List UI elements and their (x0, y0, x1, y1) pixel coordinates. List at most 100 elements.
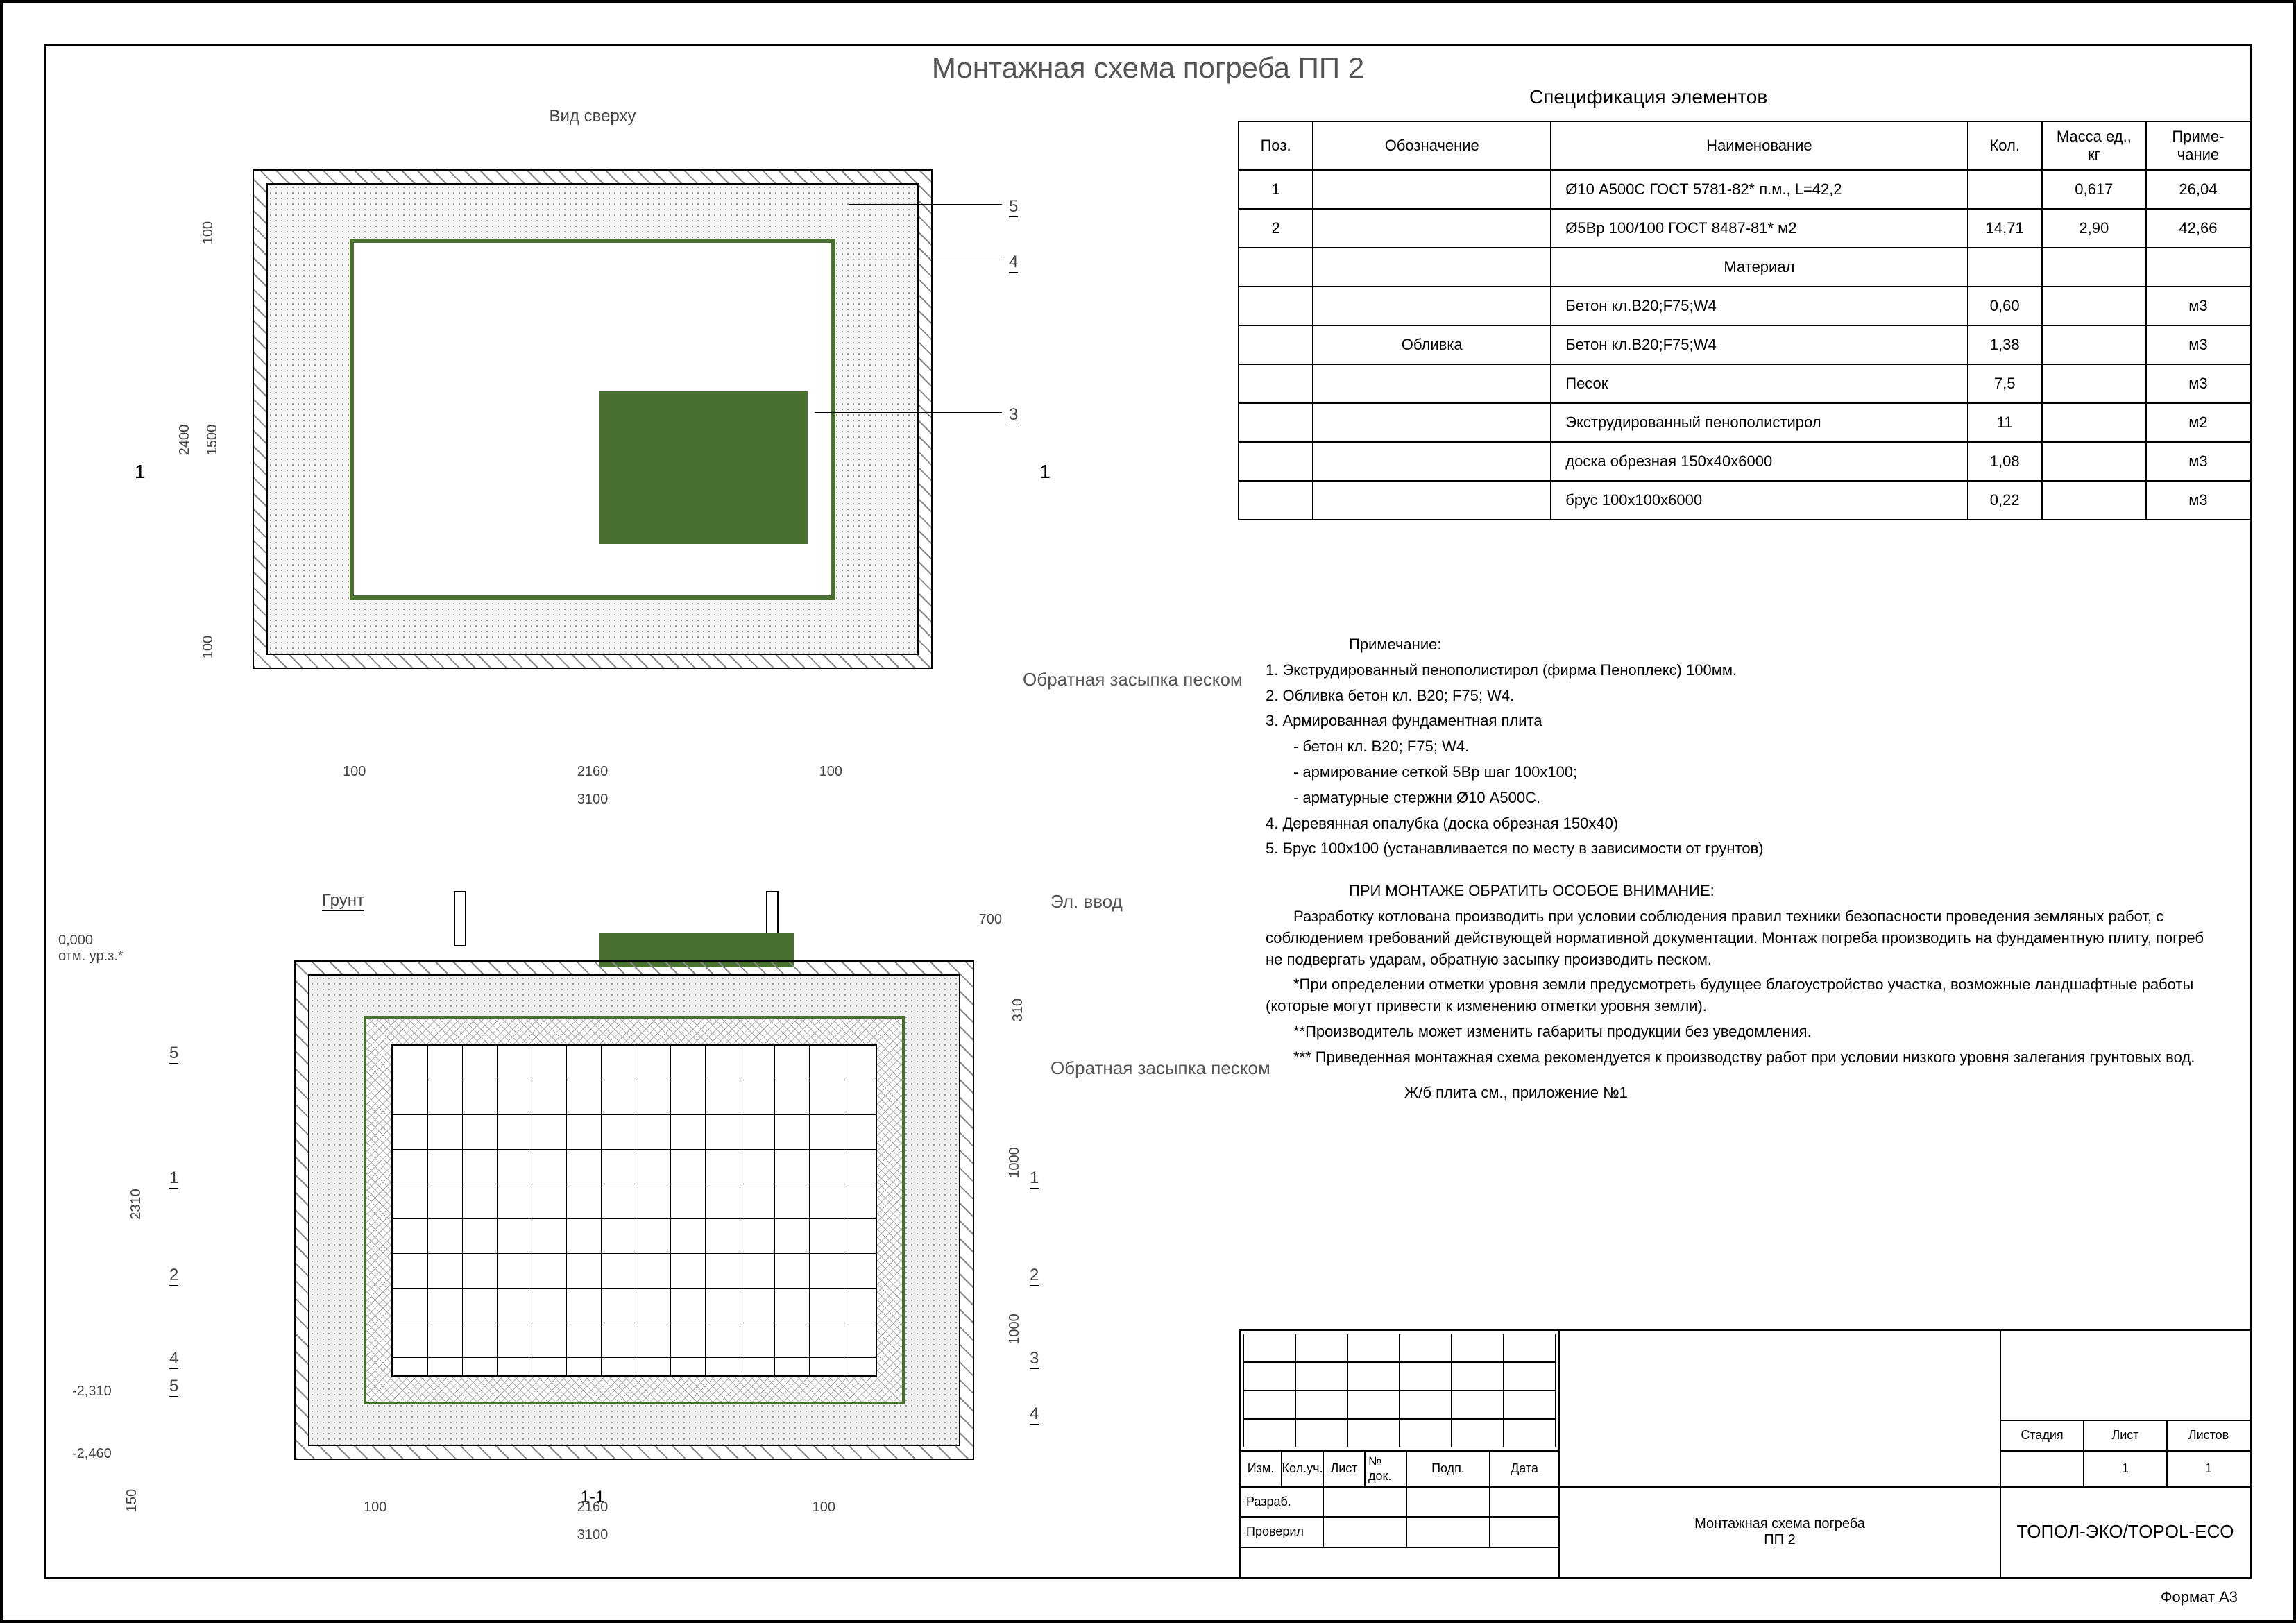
table-cell: Бетон кл.В20;F75;W4 (1551, 325, 1967, 364)
table-row: брус 100х100х60000,22м3 (1239, 481, 2250, 520)
tb-sheet: Лист (2084, 1420, 2167, 1450)
tb-kolch: Кол.уч. (1282, 1451, 1323, 1487)
dim: 2160 (577, 764, 609, 780)
callout: 4 (1030, 1404, 1039, 1425)
dim: 100 (201, 221, 216, 244)
level-mark: -2,460 (72, 1446, 112, 1462)
spec-title: Спецификация элементов (1529, 86, 1767, 108)
attention-paragraph: *При определении отметки уровня земли пр… (1266, 974, 2223, 1017)
top-view-label: Вид сверху (550, 107, 636, 126)
table-cell: м3 (2146, 481, 2250, 520)
table-cell (1968, 170, 2042, 209)
col-mass: Масса ед., кг (2042, 121, 2146, 170)
note-line: - арматурные стержни Ø10 А500С. (1293, 788, 2223, 809)
tb-company: ТОПОЛ-ЭКО/TOPOL-ECO (2000, 1487, 2250, 1577)
table-cell: 42,66 (2146, 209, 2250, 248)
drawing-sheet: Монтажная схема погреба ПП 2 Вид сверху … (0, 0, 2296, 1623)
table-cell (1313, 442, 1551, 481)
table-cell (2042, 403, 2146, 442)
elvvod-label: Эл. ввод (1051, 891, 1123, 912)
callout: 1 (1030, 1169, 1039, 1189)
tb-data: Дата (1490, 1451, 1559, 1487)
note-line: 3. Армированная фундаментная плита (1266, 711, 2223, 732)
title-block: Изм. Кол.уч. Лист № док. Подп. Дата Разр… (1239, 1329, 2252, 1579)
table-cell (2146, 248, 2250, 287)
tb-empty (1490, 1487, 1559, 1517)
table-cell: Обливка (1313, 325, 1551, 364)
section-mark: 1 (1039, 461, 1051, 483)
dim: 700 (979, 912, 1002, 928)
table-cell (1239, 403, 1313, 442)
dim: 3100 (577, 1527, 609, 1543)
table-cell: 1 (1239, 170, 1313, 209)
drawing-title: Монтажная схема погреба ПП 2 (932, 51, 1364, 85)
tb-project-line2: ПП 2 (1764, 1532, 1795, 1548)
table-row: Песок7,5м3 (1239, 364, 2250, 403)
inner-grid (391, 1044, 877, 1377)
callout: 5 (1009, 197, 1018, 217)
callout: 4 (1009, 253, 1018, 273)
col-name: Наименование (1551, 121, 1967, 170)
table-cell: Ø5Вр 100/100 ГОСТ 8487-81* м2 (1551, 209, 1967, 248)
tb-project: Монтажная схема погреба ПП 2 (1559, 1487, 2000, 1577)
leader (815, 412, 1002, 413)
dim: 1000 (1006, 1147, 1022, 1178)
col-desig: Обозначение (1313, 121, 1551, 170)
dim: 3100 (577, 792, 609, 808)
level-zero: 0,000 отм. ур.з.* (58, 933, 124, 965)
dim: 100 (364, 1499, 386, 1515)
ground-label: Грунт (322, 891, 364, 911)
table-cell: 1,08 (1968, 442, 2042, 481)
table-cell: брус 100х100х6000 (1551, 481, 1967, 520)
table-cell: доска обрезная 150х40х6000 (1551, 442, 1967, 481)
tb-sheet-val: 1 (2084, 1451, 2167, 1487)
table-cell (1239, 287, 1313, 325)
level-mark: -2,310 (72, 1384, 112, 1400)
table-cell: 0,60 (1968, 287, 2042, 325)
table-cell (2042, 287, 2146, 325)
table-row: Материал (1239, 248, 2250, 287)
section-mark: 1 (135, 461, 146, 483)
callout: 4 (169, 1349, 178, 1369)
attention-paragraph: **Производитель может изменить габариты … (1266, 1021, 2223, 1043)
dim: 1500 (205, 425, 221, 456)
attention-title: ПРИ МОНТАЖЕ ОБРАТИТЬ ОСОБОЕ ВНИМАНИЕ: (1349, 881, 2223, 902)
callout: 2 (1030, 1266, 1039, 1286)
table-cell (2042, 364, 2146, 403)
dim: 150 (124, 1489, 140, 1512)
format-label: Формат А3 (2161, 1588, 2238, 1606)
dim: 2310 (128, 1189, 144, 1220)
table-row: доска обрезная 150х40х60001,08м3 (1239, 442, 2250, 481)
notes: Примечание: 1. Экструдированный пенополи… (1266, 620, 2223, 1107)
table-row: ОбливкаБетон кл.В20;F75;W41,38м3 (1239, 325, 2250, 364)
table-row: 2Ø5Вр 100/100 ГОСТ 8487-81* м214,712,904… (1239, 209, 2250, 248)
table-cell (1313, 209, 1551, 248)
note-line: 5. Брус 100х100 (устанавливается по мест… (1266, 838, 2223, 860)
table-cell (1239, 481, 1313, 520)
tb-razrab: Разраб. (1240, 1487, 1323, 1517)
specification-table: Поз. Обозначение Наименование Кол. Масса… (1238, 121, 2251, 520)
tb-izm: Изм. (1240, 1451, 1282, 1487)
dim: 2400 (177, 425, 193, 456)
table-cell: 0,617 (2042, 170, 2146, 209)
table-cell: м3 (2146, 287, 2250, 325)
table-cell: 14,71 (1968, 209, 2042, 248)
tb-top-right (2000, 1330, 2250, 1420)
table-cell: Экструдированный пенополистирол (1551, 403, 1967, 442)
note-line: - бетон кл. В20; F75; W4. (1293, 736, 2223, 758)
table-cell: 7,5 (1968, 364, 2042, 403)
table-cell (1313, 364, 1551, 403)
tb-list: Лист (1323, 1451, 1365, 1487)
table-cell (1313, 248, 1551, 287)
callout: 5 (169, 1044, 178, 1064)
callout: 3 (1030, 1349, 1039, 1369)
tb-empty (1323, 1487, 1406, 1517)
dim: 100 (201, 636, 216, 658)
callout: 1 (169, 1169, 178, 1189)
table-cell (2042, 325, 2146, 364)
table-cell (1313, 170, 1551, 209)
callout: 3 (1009, 405, 1018, 425)
tb-empty (1323, 1517, 1406, 1547)
table-cell: м2 (2146, 403, 2250, 442)
tb-proveril: Проверил (1240, 1517, 1323, 1547)
